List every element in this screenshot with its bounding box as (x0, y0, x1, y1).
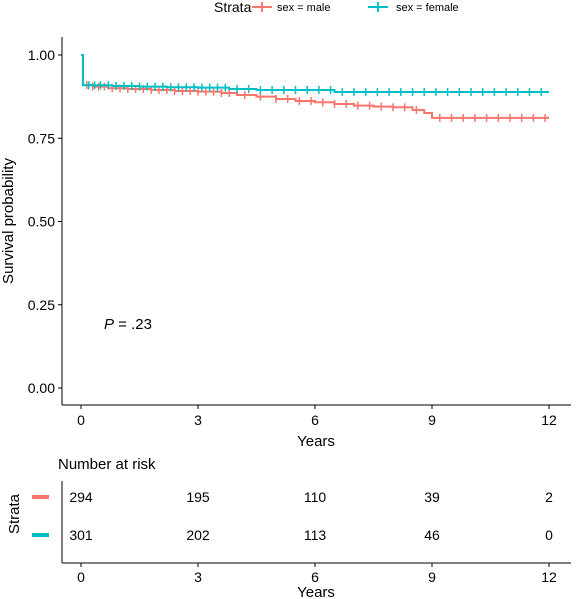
x-axis-ticks: 0 3 6 9 12 (77, 405, 557, 428)
risk-count: 294 (69, 489, 93, 505)
risk-x-tick-label: 3 (194, 569, 202, 585)
legend: Strata sex = male sex = female (214, 0, 459, 15)
risk-table-rows: 294 195 110 39 2 301 202 113 46 0 (32, 489, 553, 543)
y-axis-label: Survival probability (0, 158, 17, 284)
x-tick-label: 6 (311, 412, 319, 428)
y-tick-label: 0.50 (28, 214, 55, 230)
risk-count: 301 (69, 527, 93, 543)
x-tick-label: 3 (194, 412, 202, 428)
risk-table-xlabel: Years (297, 584, 335, 599)
risk-count: 46 (424, 527, 440, 543)
risk-count: 113 (304, 527, 327, 543)
risk-count: 2 (545, 489, 553, 505)
risk-x-tick-label: 0 (77, 569, 85, 585)
risk-count: 0 (545, 527, 553, 543)
risk-table-title: Number at risk (58, 456, 156, 473)
risk-count: 39 (424, 489, 440, 505)
risk-table-ylabel: Strata (6, 493, 23, 534)
y-tick-label: 1.00 (28, 47, 55, 63)
legend-label-male: sex = male (277, 2, 331, 14)
p-value-text: = .23 (114, 316, 152, 333)
legend-label-female: sex = female (396, 2, 459, 14)
risk-count: 110 (304, 489, 327, 505)
risk-table-x-ticks: 0 3 6 9 12 (77, 563, 557, 585)
x-tick-label: 9 (428, 412, 436, 428)
risk-x-tick-label: 9 (428, 569, 436, 585)
x-tick-label: 0 (77, 412, 85, 428)
survival-curve-female (81, 54, 549, 93)
risk-x-tick-label: 6 (311, 569, 319, 585)
risk-x-tick-label: 12 (541, 569, 557, 585)
y-tick-label: 0.75 (28, 130, 55, 146)
p-value-annotation: P = .23 (104, 316, 152, 333)
survival-curves (81, 54, 549, 122)
survival-plot: 0.00 0.25 0.50 0.75 1.00 0 3 6 9 12 Survival pro… (0, 37, 571, 450)
x-tick-label: 12 (541, 412, 557, 428)
legend-title: Strata (214, 0, 252, 15)
risk-count: 195 (186, 489, 210, 505)
p-value-symbol: P (104, 316, 114, 333)
y-axis-ticks: 0.00 0.25 0.50 0.75 1.00 (28, 47, 62, 396)
legend-entry-female: sex = female (368, 2, 459, 14)
y-tick-label: 0.00 (28, 380, 55, 396)
legend-entry-male: sex = male (252, 2, 331, 14)
x-axis-label: Years (297, 433, 335, 450)
risk-count: 202 (186, 527, 210, 543)
y-tick-label: 0.25 (28, 297, 55, 313)
